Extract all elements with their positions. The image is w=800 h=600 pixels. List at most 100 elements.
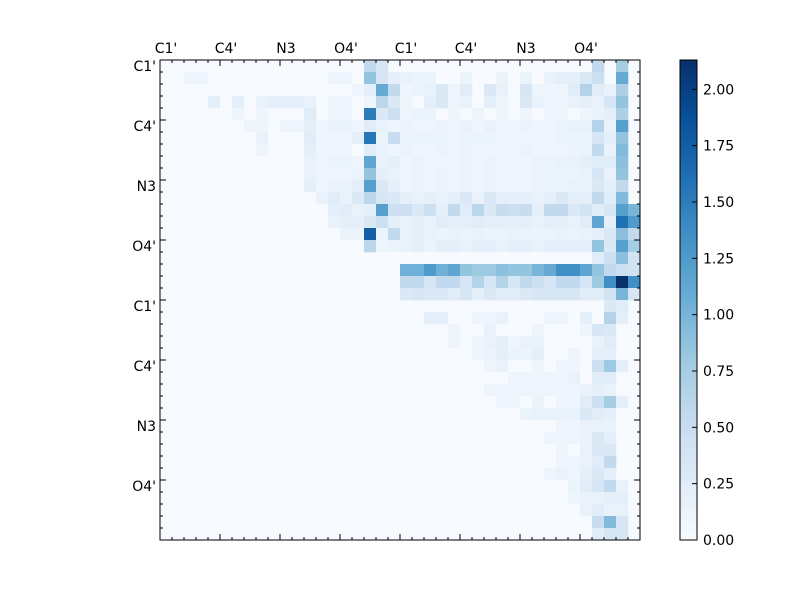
- heatmap-cell: [364, 192, 377, 205]
- heatmap-cell: [532, 264, 545, 277]
- heatmap-cell: [568, 168, 581, 181]
- heatmap-cell: [580, 432, 593, 445]
- heatmap-cell: [472, 168, 485, 181]
- heatmap-cell: [436, 192, 449, 205]
- heatmap-cell: [544, 312, 557, 325]
- heatmap-cell: [604, 528, 617, 541]
- heatmap-cell: [592, 420, 605, 433]
- heatmap-cell: [592, 108, 605, 121]
- heatmap-cell: [448, 324, 461, 337]
- heatmap-cell: [424, 132, 437, 145]
- heatmap-cell: [592, 180, 605, 193]
- heatmap-cell: [508, 192, 521, 205]
- heatmap-cell: [424, 228, 437, 241]
- heatmap-cell: [424, 216, 437, 229]
- heatmap-cell: [280, 120, 293, 133]
- heatmap-cell: [496, 396, 509, 409]
- heatmap-cell: [376, 108, 389, 121]
- heatmap-cell: [472, 144, 485, 157]
- heatmap-cell: [532, 276, 545, 289]
- heatmap-cell: [580, 420, 593, 433]
- heatmap-cell: [304, 168, 317, 181]
- heatmap-cell: [436, 156, 449, 169]
- heatmap-cell: [316, 168, 329, 181]
- heatmap-cell: [448, 336, 461, 349]
- heatmap-cell: [592, 384, 605, 397]
- heatmap-cell: [520, 384, 533, 397]
- heatmap-cell: [532, 216, 545, 229]
- heatmap-cell: [592, 492, 605, 505]
- heatmap-cell: [256, 132, 269, 145]
- heatmap-cell: [364, 228, 377, 241]
- heatmap-cell: [544, 168, 557, 181]
- heatmap-cell: [436, 276, 449, 289]
- heatmap-cell: [376, 180, 389, 193]
- heatmap-cell: [484, 264, 497, 277]
- heatmap-cell: [484, 168, 497, 181]
- heatmap-cell: [352, 204, 365, 217]
- heatmap-cell: [388, 228, 401, 241]
- colorbar-tick-label: 0.75: [703, 364, 734, 380]
- heatmap-cell: [208, 96, 221, 109]
- heatmap-cell: [568, 192, 581, 205]
- heatmap-cell: [364, 180, 377, 193]
- heatmap-cell: [412, 228, 425, 241]
- heatmap-cell: [448, 264, 461, 277]
- heatmap-cell: [364, 240, 377, 253]
- heatmap-cell: [580, 444, 593, 457]
- heatmap-cell: [580, 456, 593, 469]
- heatmap-cell: [292, 120, 305, 133]
- heatmap-cell: [544, 132, 557, 145]
- heatmap-cell: [556, 156, 569, 169]
- y-tick-label: N3: [137, 179, 156, 195]
- heatmap-cell: [544, 192, 557, 205]
- heatmap-cell: [580, 288, 593, 301]
- heatmap-cell: [352, 120, 365, 133]
- heatmap-cell: [412, 84, 425, 97]
- heatmap-cell: [532, 168, 545, 181]
- heatmap-cell: [424, 72, 437, 85]
- heatmap-cell: [592, 168, 605, 181]
- heatmap-cell: [304, 156, 317, 169]
- heatmap-cell: [580, 312, 593, 325]
- heatmap-cell: [520, 96, 533, 109]
- heatmap-cell: [304, 144, 317, 157]
- heatmap-cell: [256, 96, 269, 109]
- heatmap-cell: [568, 456, 581, 469]
- heatmap-cell: [472, 108, 485, 121]
- heatmap-cell: [568, 420, 581, 433]
- heatmap-cell: [448, 132, 461, 145]
- heatmap-cell: [448, 276, 461, 289]
- heatmap-cell: [400, 192, 413, 205]
- heatmap-cell: [496, 240, 509, 253]
- colorbar-tick-label: 0.25: [703, 477, 734, 493]
- heatmap-cell: [448, 156, 461, 169]
- heatmap-cell: [544, 264, 557, 277]
- heatmap-cell: [364, 108, 377, 121]
- heatmap-cell: [484, 216, 497, 229]
- heatmap-cell: [508, 396, 521, 409]
- heatmap-cell: [412, 120, 425, 133]
- heatmap-cell: [364, 144, 377, 157]
- heatmap-cell: [616, 60, 629, 73]
- heatmap-cell: [496, 336, 509, 349]
- heatmap-cell: [544, 204, 557, 217]
- heatmap-cell: [604, 96, 617, 109]
- heatmap-cell: [508, 168, 521, 181]
- heatmap-cell: [592, 468, 605, 481]
- heatmap-cell: [376, 168, 389, 181]
- x-tick-label: O4': [574, 41, 598, 57]
- heatmap-cell: [496, 312, 509, 325]
- heatmap-cell: [592, 348, 605, 361]
- heatmap-cell: [412, 216, 425, 229]
- heatmap-cell: [520, 216, 533, 229]
- heatmap-cell: [496, 348, 509, 361]
- heatmap-cell: [400, 96, 413, 109]
- heatmap-cell: [556, 120, 569, 133]
- heatmap-cell: [424, 180, 437, 193]
- heatmap-cell: [616, 216, 629, 229]
- heatmap-cell: [364, 60, 377, 73]
- heatmap-cell: [472, 228, 485, 241]
- heatmap-cell: [484, 384, 497, 397]
- heatmap-cell: [556, 240, 569, 253]
